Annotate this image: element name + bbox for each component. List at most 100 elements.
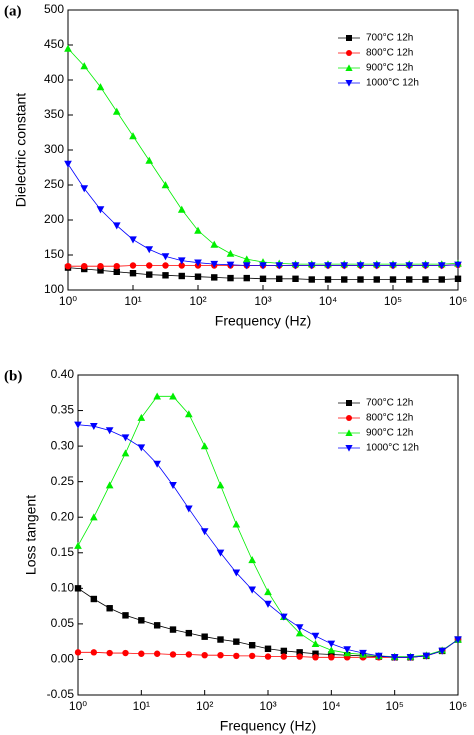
data-point: [184, 410, 193, 418]
x-tick-label: 10¹: [133, 699, 150, 713]
data-point: [153, 622, 161, 629]
data-point: [280, 653, 288, 660]
data-point: [138, 650, 145, 657]
data-point: [137, 444, 146, 452]
y-tick-label: 300: [44, 142, 64, 156]
data-point: [200, 442, 209, 450]
data-point: [280, 647, 288, 655]
data-point: [122, 649, 129, 657]
data-point: [226, 261, 235, 269]
data-point: [324, 262, 332, 270]
data-point: [216, 481, 225, 489]
data-point: [113, 263, 120, 270]
data-point: [373, 276, 380, 283]
data-point: [162, 272, 169, 279]
data-point: [438, 276, 445, 283]
legend-label: 1000°C 12h: [366, 443, 419, 454]
data-point: [243, 274, 250, 282]
data-point: [185, 651, 193, 658]
data-point: [232, 520, 241, 528]
x-tick-label: 10²: [189, 294, 206, 308]
data-point: [217, 651, 224, 659]
data-point: [145, 156, 154, 164]
x-tick-label: 10³: [254, 294, 271, 308]
data-point: [169, 482, 177, 490]
data-point: [248, 586, 257, 594]
data-point: [106, 649, 113, 657]
data-point: [248, 556, 257, 564]
legend-marker: [346, 415, 352, 421]
data-point: [227, 274, 234, 282]
data-point: [242, 255, 251, 263]
y-tick-label: 350: [44, 107, 64, 121]
x-tick-label: 10⁰: [69, 699, 87, 713]
data-point: [80, 185, 89, 193]
x-tick-label: 10⁶: [449, 294, 467, 308]
legend-label: 1000°C 12h: [366, 78, 419, 89]
x-tick-label: 10⁴: [322, 699, 341, 713]
panel-label: (b): [4, 368, 22, 384]
x-tick-label: 10⁵: [386, 699, 404, 713]
data-point: [359, 649, 367, 657]
data-point: [307, 262, 316, 270]
data-point: [178, 262, 185, 269]
data-point: [292, 275, 299, 282]
data-point: [121, 449, 130, 457]
y-tick-label: 0.30: [51, 438, 75, 452]
data-point: [210, 260, 219, 268]
data-point: [106, 605, 113, 612]
y-tick-label: 250: [44, 177, 64, 191]
data-point: [216, 549, 225, 557]
data-point: [275, 262, 284, 270]
legend-label: 800°C 12h: [366, 48, 413, 59]
data-point: [454, 261, 462, 269]
data-point: [146, 262, 153, 269]
data-point: [312, 650, 319, 657]
data-point: [105, 481, 114, 489]
data-point: [129, 132, 137, 140]
data-point: [105, 427, 114, 435]
data-point: [248, 642, 256, 649]
data-point: [194, 259, 202, 267]
legend: 700°C 12h 800°C 12h 900°C 12h 1000°C 12h: [338, 398, 419, 454]
data-point: [129, 236, 137, 244]
y-tick-label: 0.15: [51, 545, 75, 559]
data-point: [389, 262, 397, 270]
data-point: [97, 267, 104, 274]
x-tick-label: 10⁴: [319, 294, 338, 308]
data-point: [422, 276, 429, 283]
data-point: [138, 617, 145, 624]
data-point: [340, 262, 349, 270]
x-axis-label: Frequency (Hz): [215, 313, 311, 329]
x-tick-label: 10⁵: [384, 294, 402, 308]
data-point: [200, 528, 209, 536]
data-point: [129, 262, 137, 269]
data-point: [153, 650, 161, 657]
data-point: [74, 421, 82, 429]
y-axis-label: Loss tangent: [23, 495, 39, 575]
y-tick-label: 200: [44, 212, 64, 226]
data-point: [112, 222, 121, 230]
legend-marker: [346, 400, 352, 406]
data-point: [454, 636, 462, 644]
data-point: [242, 262, 251, 270]
y-tick-label: 0.20: [51, 509, 75, 523]
data-point: [248, 652, 256, 660]
data-point: [264, 653, 272, 660]
y-tick-label: 150: [44, 247, 64, 261]
data-point: [201, 633, 208, 640]
legend-label: 900°C 12h: [366, 63, 413, 74]
data-point: [295, 629, 304, 637]
x-tick-label: 10¹: [124, 294, 141, 308]
data-point: [137, 413, 146, 421]
x-tick-label: 10³: [259, 699, 276, 713]
data-point: [211, 274, 218, 281]
data-point: [90, 595, 98, 603]
data-point: [232, 569, 241, 577]
x-axis-label: Frequency (Hz): [220, 718, 316, 734]
series-line: [67, 163, 459, 266]
data-point: [390, 654, 399, 662]
y-tick-label: 0.10: [51, 581, 75, 595]
data-point: [64, 263, 72, 270]
